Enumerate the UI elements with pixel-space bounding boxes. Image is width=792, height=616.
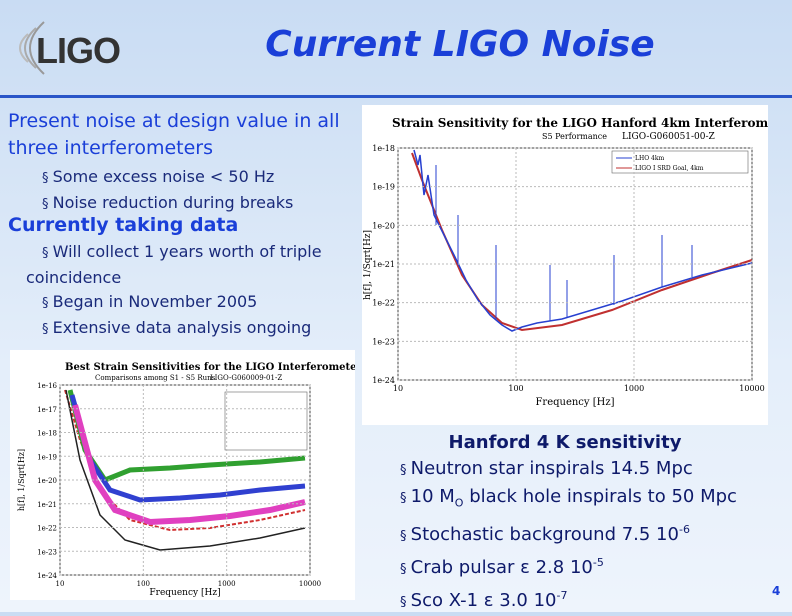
bullet: Noise reduction during breaks — [42, 191, 294, 217]
x-tick-label: 10 — [56, 580, 65, 588]
logo-swoosh — [19, 21, 45, 75]
sensitivity-item: Stochastic background 7.5 10-6 — [400, 517, 737, 550]
y-tick-label: 1e-22 — [37, 525, 57, 533]
item-text: Crab pulsar ε 2.8 10 — [410, 556, 593, 578]
x-tick-label: 1000 — [218, 580, 236, 588]
y-tick-label: 1e-23 — [37, 548, 57, 556]
y-axis-label: h[f], 1/Sqrt[Hz] — [17, 449, 26, 511]
y-tick-label: 1e-18 — [37, 430, 57, 438]
bullet: Extensive data analysis ongoing — [26, 316, 346, 342]
sensitivity-item: Neutron star inspirals 14.5 Mpc — [400, 456, 737, 484]
y-axis-label: h[f], 1/Sqrt[Hz] — [363, 230, 373, 300]
figure-id: LIGO-G060051-00-Z — [622, 132, 715, 142]
x-axis-label: Frequency [Hz] — [149, 588, 220, 598]
legend-label: LHO 4km — [635, 155, 664, 162]
heading: Present noise at design value in all thr… — [8, 110, 340, 159]
page-number: 4 — [772, 584, 781, 598]
x-axis-label: Frequency [Hz] — [535, 397, 614, 408]
y-tick-label: 1e-24 — [37, 572, 57, 580]
bullet: Began in November 2005 — [26, 290, 346, 316]
y-tick-label: 1e-20 — [37, 477, 57, 485]
slide-title: Current LIGO Noise — [265, 24, 655, 65]
noise-lines — [435, 165, 693, 321]
item-text: Stochastic background 7.5 10 — [410, 523, 679, 545]
y-tick-label: 1e-21 — [37, 501, 57, 509]
item-subscript: O — [454, 496, 464, 510]
y-tick-label: 1e-16 — [37, 382, 57, 390]
bullet: Will collect 1 years worth of triple coi… — [26, 240, 346, 290]
sensitivity-heading: Hanford 4 K sensitivity — [448, 432, 682, 453]
sensitivity-list: Neutron star inspirals 14.5 Mpc 10 MO bla… — [400, 456, 737, 616]
y-tick-label: 1e-20 — [372, 221, 395, 230]
sensitivity-block: Hanford 4 K sensitivity Neutron star ins… — [400, 430, 737, 616]
item-superscript: -7 — [556, 588, 568, 602]
item-text: Neutron star inspirals 14.5 Mpc — [410, 458, 693, 479]
x-tick-label: 100 — [508, 384, 523, 393]
legend-box — [224, 391, 308, 451]
goal-curve — [411, 152, 753, 332]
run-curve — [72, 404, 306, 526]
heading: Currently taking data — [8, 214, 239, 236]
figure: Best Strain Sensitivities for the LIGO I… — [10, 350, 355, 600]
sensitivity-item: 10 MO black hole inspirals to 50 Mpc — [400, 484, 737, 517]
y-tick-label: 1e-24 — [372, 376, 395, 385]
bullet-list: Some excess noise < 50 Hz Noise reductio… — [42, 165, 294, 217]
y-tick-label: 1e-21 — [372, 260, 395, 269]
bullet-list: Will collect 1 years worth of triple coi… — [26, 240, 346, 342]
srd-curve — [65, 389, 306, 551]
item-text: black hole inspirals to 50 Mpc — [463, 486, 737, 507]
item-text: Sco X-1 ε 3.0 10 — [410, 589, 557, 611]
figure-subtitle: Comparisons among S1 - S5 Runs — [95, 374, 216, 382]
sensitivity-item: Sco X-1 ε 3.0 10-7 — [400, 583, 737, 616]
legend-box — [611, 150, 749, 174]
figure: Strain Sensitivity for the LIGO Hanford … — [362, 105, 768, 425]
sensitivity-item: Crab pulsar ε 2.8 10-5 — [400, 550, 737, 583]
x-tick-label: 10 — [393, 384, 403, 393]
y-tick-label: 1e-19 — [372, 183, 395, 192]
x-tick-label: 10000 — [299, 580, 321, 588]
y-tick-label: 1e-19 — [37, 453, 57, 461]
logo: LIGO — [36, 30, 121, 71]
x-tick-label: 100 — [137, 580, 150, 588]
y-tick-label: 1e-17 — [37, 406, 57, 414]
figure-title: Best Strain Sensitivities for the LIGO I… — [65, 362, 355, 373]
figure-title: Strain Sensitivity for the LIGO Hanford … — [392, 116, 768, 130]
y-tick-label: 1e-18 — [372, 144, 395, 153]
figure-id: LIGO-G060009-01-Z — [210, 374, 282, 382]
y-tick-label: 1e-22 — [372, 299, 395, 308]
x-tick-label: 10000 — [739, 384, 764, 393]
noise-curve — [413, 149, 753, 332]
item-text: 10 M — [410, 486, 455, 507]
header-rule — [0, 95, 792, 98]
legend-label: LIGO I SRD Goal, 4km — [635, 165, 704, 172]
figure-subtitle: S5 Performance — [542, 132, 607, 141]
bullet: Some excess noise < 50 Hz — [42, 165, 293, 191]
y-tick-label: 1e-23 — [372, 337, 395, 346]
x-tick-label: 1000 — [624, 384, 644, 393]
item-superscript: -5 — [592, 555, 604, 569]
item-superscript: -6 — [678, 522, 690, 536]
